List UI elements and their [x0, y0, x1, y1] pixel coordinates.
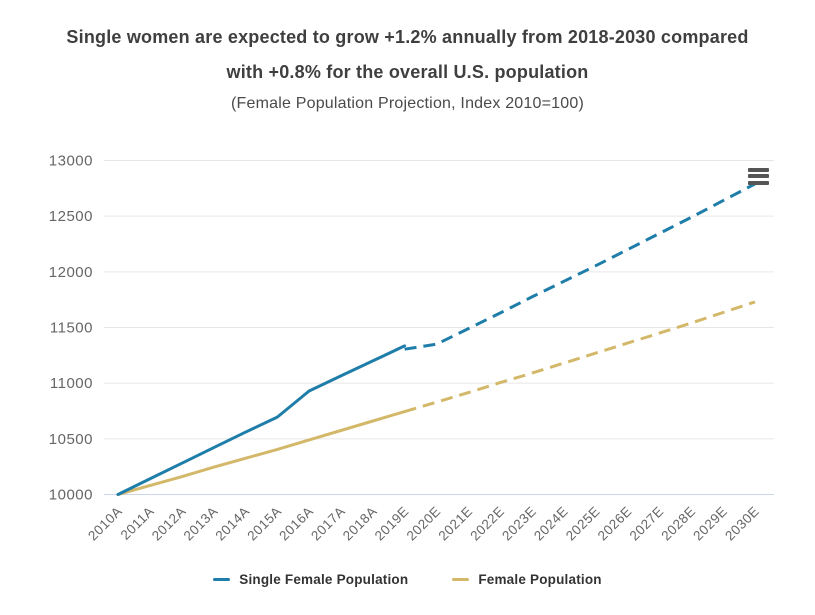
- x-axis-label: 2017A: [308, 504, 348, 544]
- y-axis-label: 12500: [49, 208, 93, 225]
- y-axis-label: 10500: [49, 431, 93, 448]
- y-axis-label: 11500: [50, 320, 93, 337]
- x-axis-label: 2011A: [118, 504, 157, 543]
- x-axis-label: 2016A: [276, 504, 316, 544]
- y-axis-label: 11000: [50, 375, 93, 392]
- x-axis-label: 2018A: [340, 504, 380, 544]
- x-axis-label: 2015A: [244, 504, 284, 544]
- legend-item-female-population[interactable]: Female Population: [452, 572, 602, 587]
- x-axis-label: 2027E: [627, 504, 667, 544]
- x-axis-label: 2024E: [531, 504, 571, 544]
- x-axis-label: 2012A: [149, 504, 189, 544]
- x-axis-label: 2013A: [181, 504, 221, 544]
- title-block: Single women are expected to grow +1.2% …: [0, 20, 815, 113]
- legend: Single Female Population Female Populatio…: [0, 572, 815, 587]
- plot-area: 10000 10500 11000 11500 12000 12500 13000 2010A…: [49, 153, 774, 544]
- legend-marker-icon: [213, 578, 231, 581]
- x-axis-label: 2020E: [404, 504, 444, 544]
- legend-label: Female Population: [478, 572, 602, 587]
- legend-item-single-female-population[interactable]: Single Female Population: [213, 572, 408, 587]
- series-female-population-actual[interactable]: [116, 410, 407, 496]
- x-axis-label: 2023E: [499, 504, 539, 544]
- chart-title-line-1: Single women are expected to grow +1.2% …: [66, 27, 749, 47]
- legend-marker-icon: [452, 578, 470, 581]
- x-axis-label: 2025E: [563, 504, 603, 544]
- chart-title: Single women are expected to grow +1.2% …: [0, 20, 815, 90]
- chart-context-menu-button[interactable]: [747, 165, 771, 187]
- legend-label: Single Female Population: [239, 572, 409, 587]
- y-axis-label: 10000: [49, 487, 93, 504]
- x-axis-label: 2026E: [595, 504, 635, 544]
- x-axis-label: 2029E: [690, 504, 730, 544]
- y-axis-label: 13000: [49, 153, 93, 170]
- chart-title-line-2: with +0.8% for the overall U.S. populati…: [226, 62, 589, 82]
- x-axis-label: 2028E: [658, 504, 698, 544]
- series-single-female-population-actual[interactable]: [116, 344, 407, 496]
- y-axis-label: 12000: [49, 264, 93, 281]
- x-axis-label: 2019E: [372, 504, 412, 544]
- x-axis-label: 2030E: [722, 504, 762, 544]
- x-axis-label: 2010A: [85, 504, 125, 544]
- chart-subtitle: (Female Population Projection, Index 201…: [231, 95, 584, 112]
- series-single-female-population-projection[interactable]: [404, 182, 756, 351]
- x-axis-label: 2014A: [213, 504, 253, 544]
- x-axis-label: 2021E: [435, 504, 475, 544]
- series-female-population-projection[interactable]: [404, 300, 756, 414]
- x-axis-label: 2022E: [467, 504, 507, 544]
